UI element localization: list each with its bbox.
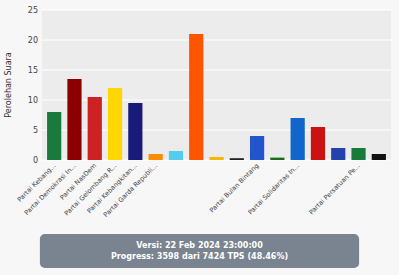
y-axis-label: Perolehan Suara [4,52,13,118]
footer-text: Progress: 3598 dari 7424 TPS (48.46%) [111,252,288,261]
bar [189,34,203,160]
x-tick-label: Partai Garda Republi... [102,162,159,219]
bar [331,148,345,160]
footer-text: Versi: 22 Feb 2024 23:00:00 [136,241,263,250]
bar [351,148,365,160]
bar [311,127,325,160]
chart: 0510152025Perolehan SuaraPartai Kebang..… [0,0,399,275]
footer-box [40,234,359,268]
bar [67,79,81,160]
y-tick-label: 10 [28,96,38,105]
bar [47,112,61,160]
bar [88,97,102,160]
bar [149,154,163,160]
y-tick-label: 0 [33,156,38,165]
bars [47,34,386,160]
grid-line [42,40,391,41]
bar [270,158,284,160]
grid-line [42,10,391,11]
y-tick-label: 25 [28,6,38,15]
bar [250,136,264,160]
bar [291,118,305,160]
grid-line [42,70,391,71]
x-tick-label: Partai Solidaritas In... [246,162,301,217]
x-tick-label: Partai Persatuan Pe... [307,162,362,217]
plot-area [42,10,391,160]
bar [209,157,223,160]
y-tick-label: 15 [28,66,38,75]
y-tick-label: 20 [28,36,38,45]
bar [230,158,244,160]
bar [169,151,183,160]
bar [372,154,386,160]
bar [128,103,142,160]
y-tick-label: 5 [33,126,38,135]
bar [108,88,122,160]
